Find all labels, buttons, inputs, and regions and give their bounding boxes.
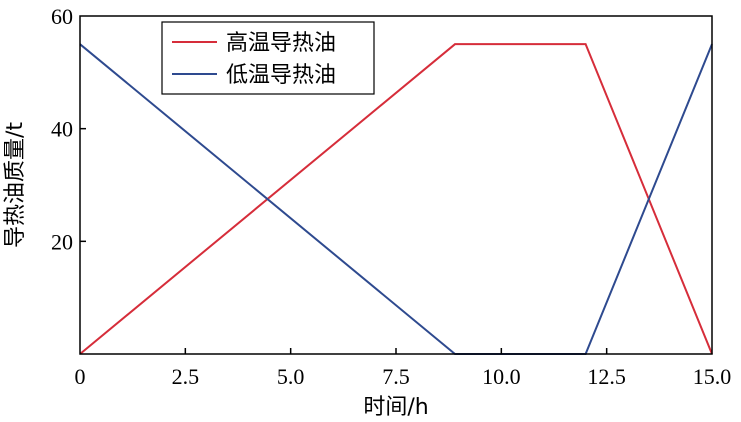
legend: 高温导热油 低温导热油	[161, 21, 375, 95]
y-tick-label: 40	[51, 117, 73, 142]
x-axis-label: 时间/h	[363, 395, 428, 420]
y-tick-label: 20	[51, 229, 73, 254]
x-tick-label: 7.5	[382, 364, 410, 389]
y-axis-label: 导热油质量/t	[3, 122, 28, 248]
x-tick-label: 2.5	[172, 364, 200, 389]
x-tick-label: 10.0	[482, 364, 521, 389]
x-axis-ticks: 0 2.5 5.0 7.5 10.0 12.5 15.0	[75, 348, 732, 389]
x-tick-label: 5.0	[277, 364, 305, 389]
legend-label-high-temp: 高温导热油	[226, 31, 336, 56]
x-tick-label: 0	[75, 364, 86, 389]
legend-label-low-temp: 低温导热油	[226, 63, 336, 88]
legend-box	[161, 21, 375, 95]
y-axis-ticks: 20 40 60	[51, 4, 86, 254]
x-tick-label: 15.0	[693, 364, 732, 389]
y-tick-label: 60	[51, 4, 73, 29]
x-tick-label: 12.5	[587, 364, 626, 389]
